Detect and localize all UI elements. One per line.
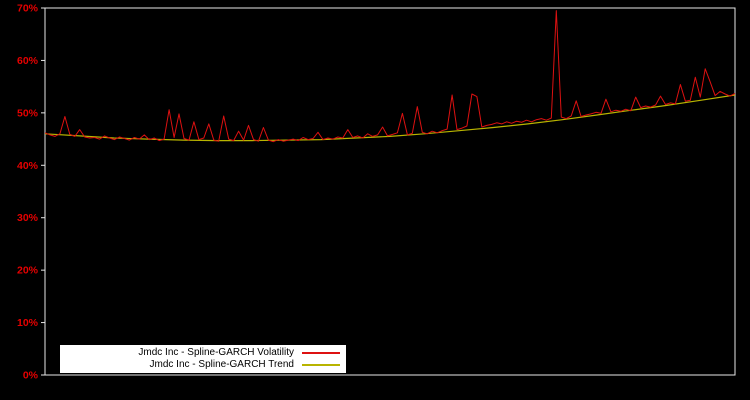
y-tick-label: 70% xyxy=(17,3,39,15)
y-tick-label: 40% xyxy=(17,160,39,172)
volatility-series xyxy=(44,10,736,143)
y-tick-label: 50% xyxy=(17,107,39,119)
legend-item-volatility: Jmdc Inc - Spline-GARCH Volatility xyxy=(64,347,342,359)
y-tick-label: 60% xyxy=(17,55,39,67)
legend-item-trend: Jmdc Inc - Spline-GARCH Trend xyxy=(64,359,342,371)
plot-border xyxy=(44,7,736,376)
legend: Jmdc Inc - Spline-GARCH Volatility Jmdc … xyxy=(60,345,346,373)
legend-label-trend: Jmdc Inc - Spline-GARCH Trend xyxy=(149,359,295,370)
y-tick-label: 10% xyxy=(17,317,39,329)
y-tick-label: 30% xyxy=(17,212,39,224)
y-tick-label: 20% xyxy=(17,265,39,277)
y-tick-label: 0% xyxy=(23,370,39,382)
legend-label-volatility: Jmdc Inc - Spline-GARCH Volatility xyxy=(138,347,294,358)
trend-series xyxy=(44,94,736,142)
volatility-line-sample-icon xyxy=(302,352,342,354)
trend-line-sample-icon xyxy=(302,364,342,366)
